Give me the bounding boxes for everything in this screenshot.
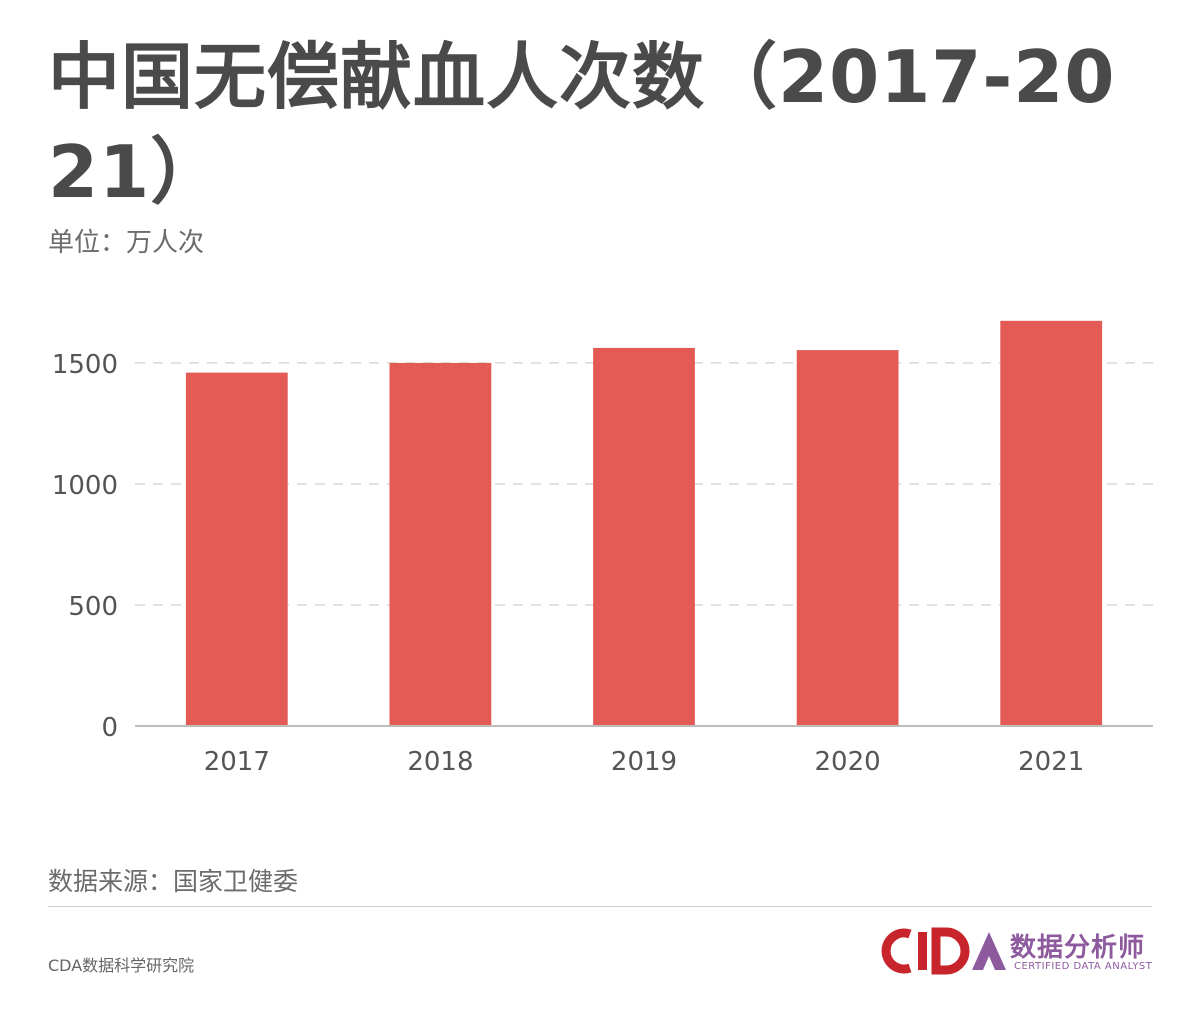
x-tick-label: 2020 [815,747,881,777]
logo-chinese-text: 数据分析师 [1010,933,1146,963]
bar-2017 [185,372,288,726]
x-tick-label: 2017 [204,747,270,777]
x-tick-label: 2021 [1018,747,1084,777]
bar-2018 [389,362,492,726]
publisher-name: CDA数据科学研究院 [48,956,195,975]
y-tick-label: 1000 [52,471,118,501]
y-tick-label: 0 [101,713,118,743]
bar-chart: 0 500 1000 1500 2017 2018 2019 2020 2021 [52,320,1153,777]
y-tick-label: 500 [68,592,118,622]
data-source: 数据来源：国家卫健委 [48,867,299,896]
bar-2020 [796,350,899,726]
cda-logo: 数据分析师 CERTIFIED DATA ANALYST [872,926,1152,976]
bar-2021 [1000,320,1103,726]
chart-title: 中国无偿献血人次数（2017-2021） [48,35,1116,214]
logo-english-text: CERTIFIED DATA ANALYST [1014,961,1153,972]
bar-2019 [593,347,695,726]
bars [185,320,1103,726]
footer-divider [48,906,1152,907]
x-tick-label: 2019 [611,747,677,777]
y-tick-label: 1500 [52,350,118,380]
unit-label: 单位：万人次 [48,228,205,258]
x-tick-label: 2018 [407,747,473,777]
axes: 0 500 1000 1500 2017 2018 2019 2020 2021 [52,350,1153,777]
cda-logo-mark [881,927,1006,975]
